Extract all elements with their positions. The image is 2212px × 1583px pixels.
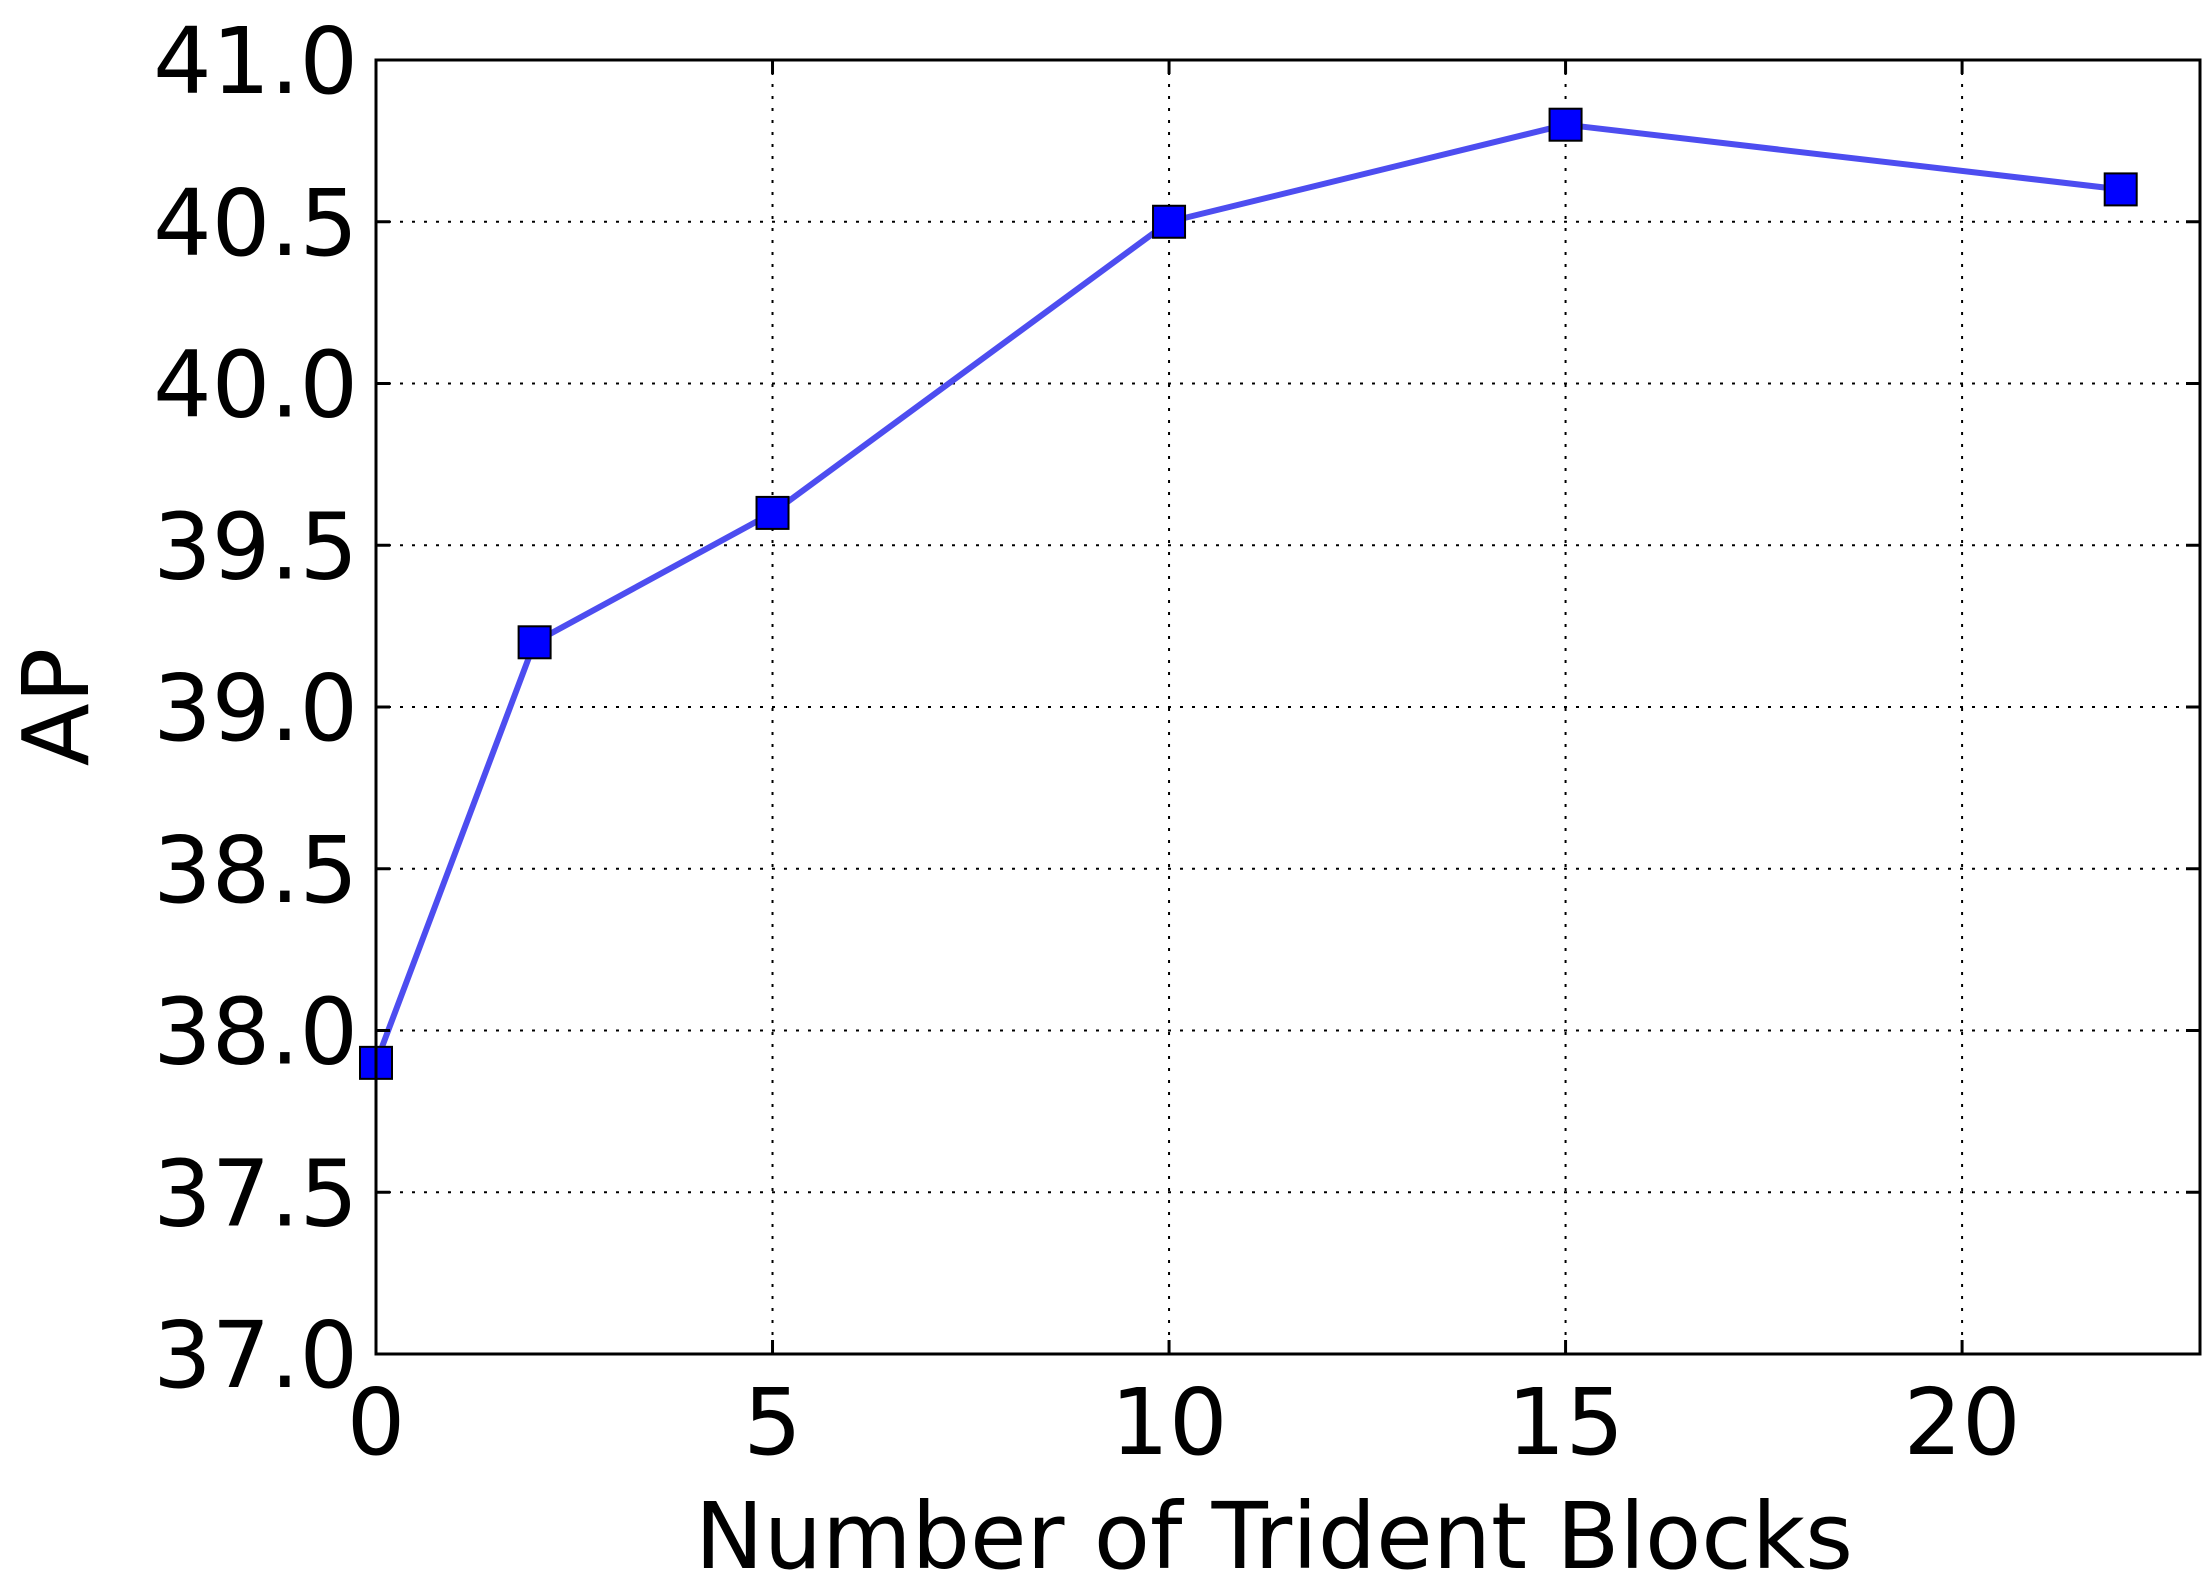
x-tick-label: 5 xyxy=(743,1369,802,1476)
y-tick-label: 38.0 xyxy=(153,979,358,1086)
tick-labels: 0 5 10 15 20 37.0 37.5 38.0 38.5 39.0 39.5 40.0 40.5… xyxy=(153,8,2020,1476)
x-tick-label: 15 xyxy=(1507,1369,1624,1476)
series-layer xyxy=(359,107,2138,1080)
y-tick-label: 40.5 xyxy=(153,170,358,277)
y-tick-label: 40.0 xyxy=(153,332,358,439)
x-tick-label: 20 xyxy=(1904,1369,2021,1476)
data-point-marker xyxy=(1152,204,1187,239)
x-tick-label: 10 xyxy=(1111,1369,1228,1476)
series-line xyxy=(373,121,2122,1064)
x-tick-label: 0 xyxy=(347,1369,406,1476)
x-axis-title: Number of Trident Blocks xyxy=(695,1483,1853,1583)
tick-marks xyxy=(374,58,2200,1356)
y-tick-label: 38.5 xyxy=(153,817,358,924)
data-point-marker xyxy=(755,495,790,530)
y-tick-label: 39.5 xyxy=(153,493,358,600)
data-point-marker xyxy=(1548,107,1583,142)
y-tick-label: 37.0 xyxy=(153,1302,358,1409)
y-tick-label: 39.0 xyxy=(153,655,358,762)
y-tick-label: 41.0 xyxy=(153,8,358,115)
y-axis-title: AP xyxy=(3,648,110,766)
data-point-marker xyxy=(2103,172,2138,207)
y-tick-label: 37.5 xyxy=(153,1140,358,1247)
data-point-marker xyxy=(517,625,552,660)
